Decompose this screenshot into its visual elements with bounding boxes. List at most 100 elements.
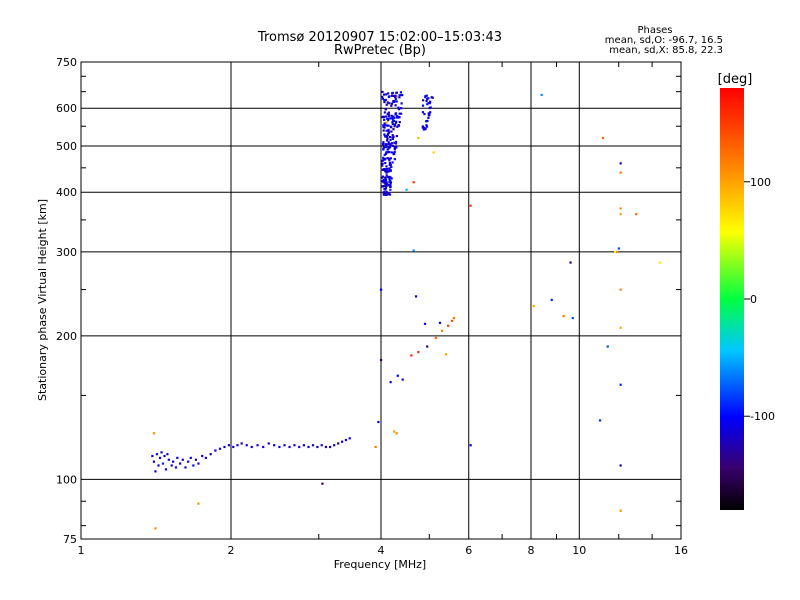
data-point (619, 171, 622, 174)
cluster-point (381, 97, 385, 100)
cluster-point (388, 163, 391, 167)
cluster-point (381, 175, 385, 178)
cluster-point (387, 142, 391, 145)
data-point (218, 447, 222, 450)
cluster-point (425, 100, 428, 103)
data-point (152, 432, 156, 435)
cluster-point (422, 126, 425, 129)
cluster-point (391, 161, 394, 164)
cluster-point (392, 135, 395, 138)
cluster-point (396, 116, 399, 119)
data-point (167, 458, 170, 461)
cluster-point (385, 145, 388, 148)
data-point (245, 444, 248, 447)
cluster-point (386, 112, 389, 115)
data-point (250, 445, 253, 449)
cluster-point (400, 93, 403, 97)
cluster-point (431, 96, 434, 99)
cluster-point (386, 137, 389, 140)
data-point (389, 381, 392, 384)
data-point (316, 445, 319, 449)
x-axis-label: Frequency [MHz] (334, 558, 426, 571)
data-point (469, 204, 472, 207)
data-point (395, 432, 398, 435)
cluster-point (400, 102, 403, 105)
cluster-point (400, 107, 403, 110)
cluster-point (389, 157, 392, 160)
y-tick-label: 200 (56, 330, 77, 343)
cluster-point (390, 126, 393, 129)
data-point (540, 93, 543, 97)
cluster-point (392, 128, 395, 131)
data-point (288, 445, 291, 449)
cluster-point (387, 115, 391, 118)
phases-o-stats: mean, sd,O: -96.7, 16.5 (605, 35, 723, 46)
data-point (380, 288, 383, 291)
cluster-point (393, 123, 397, 126)
cluster-point (385, 174, 388, 177)
data-point (152, 460, 156, 463)
data-point (176, 456, 179, 459)
cluster-point (385, 103, 388, 106)
data-point (172, 460, 175, 463)
cluster-point (383, 100, 386, 104)
cluster-point (392, 152, 395, 155)
data-point (619, 213, 622, 216)
cluster-point (390, 94, 394, 97)
data-point (324, 445, 328, 449)
cluster-point (384, 161, 387, 165)
cluster-point (384, 181, 387, 184)
data-point (614, 250, 617, 254)
cluster-point (390, 151, 393, 154)
cluster-point (387, 192, 390, 195)
cluster-point (384, 123, 387, 127)
cluster-point (387, 145, 390, 148)
cluster-point (394, 142, 397, 145)
x-tick-label: 10 (572, 544, 586, 557)
cluster-point (384, 193, 387, 196)
cluster-point (384, 98, 387, 102)
chart-title: Tromsø 20120907 15:02:00–15:03:43 (257, 30, 502, 45)
colorbar-tick-label: 100 (750, 176, 771, 189)
cluster-point (426, 98, 429, 101)
data-point (619, 326, 622, 329)
cluster-point (382, 115, 386, 119)
data-point (374, 445, 377, 449)
data-point (197, 502, 200, 505)
x-tick-label: 16 (674, 544, 688, 557)
y-tick-label: 400 (56, 186, 77, 199)
cluster-point (386, 176, 389, 179)
cluster-point (390, 104, 393, 107)
cluster-point (392, 94, 395, 98)
data-point (452, 316, 456, 320)
cluster-point (389, 188, 392, 191)
colorbar-label: [deg] (718, 72, 753, 87)
cluster-point (390, 102, 394, 105)
cluster-point (382, 168, 386, 171)
cluster-point (384, 168, 387, 171)
data-point (344, 438, 348, 442)
cluster-point (429, 100, 432, 103)
colorbar-tick-label: 0 (750, 293, 757, 306)
data-point (164, 468, 168, 471)
cluster-point (390, 114, 393, 117)
cluster-point (383, 169, 387, 172)
data-point (184, 466, 187, 469)
cluster-point (389, 169, 392, 172)
cluster-point (400, 112, 403, 115)
cluster-point (425, 124, 428, 127)
cluster-point (398, 96, 401, 99)
cluster-point (390, 142, 393, 145)
data-point (283, 444, 286, 447)
cluster-point (390, 130, 393, 133)
data-point (432, 151, 435, 154)
cluster-point (381, 115, 384, 119)
cluster-point (393, 141, 396, 144)
cluster-point (389, 143, 392, 146)
cluster-point (383, 146, 386, 149)
cluster-point (391, 117, 394, 120)
cluster-point (389, 117, 392, 120)
cluster-point (387, 130, 390, 134)
cluster-point (383, 153, 386, 156)
data-point (619, 383, 622, 386)
